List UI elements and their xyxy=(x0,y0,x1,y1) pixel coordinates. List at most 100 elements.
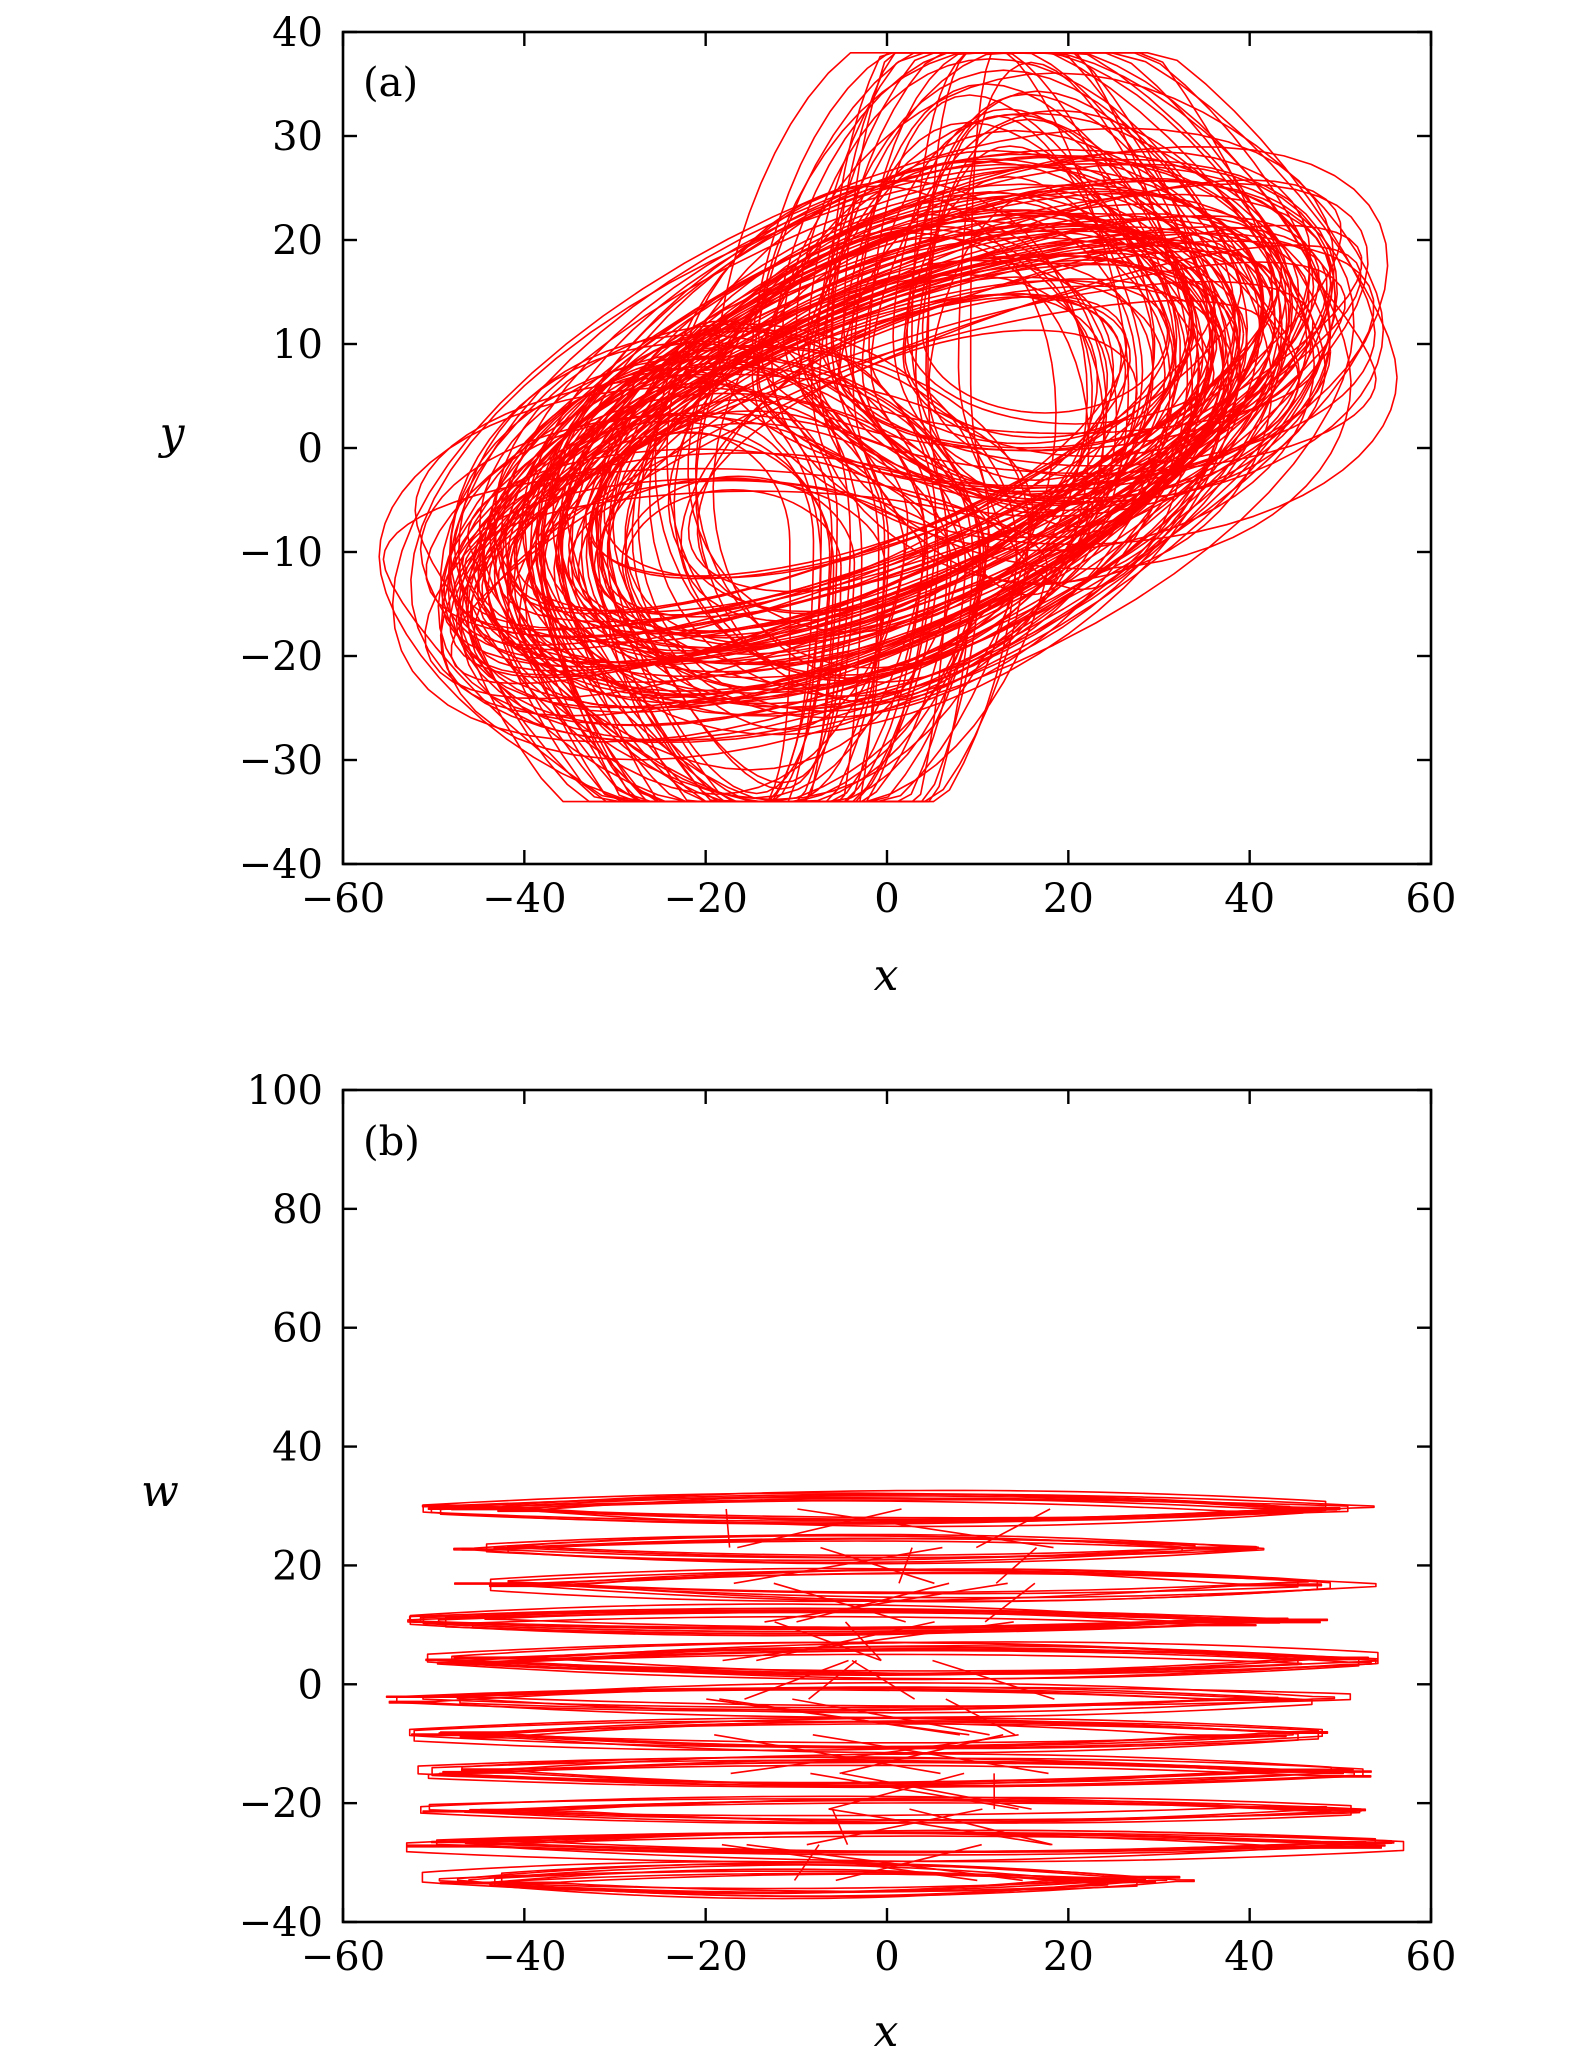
trajectory-loop xyxy=(807,52,1308,505)
trajectory-loop xyxy=(518,237,1276,699)
trajectory-loop xyxy=(568,225,1216,632)
trajectory-band xyxy=(437,1611,1321,1633)
x-tick-label-a: 20 xyxy=(1043,876,1094,922)
panel-label-b: (b) xyxy=(363,1119,420,1165)
trajectory-band xyxy=(489,1567,1323,1603)
trajectory-band xyxy=(388,1686,1313,1719)
trajectory-loop xyxy=(751,52,1312,452)
trajectory-band xyxy=(439,1717,1323,1749)
trajectory-loop xyxy=(437,146,1389,726)
trajectory-loop xyxy=(902,90,1281,458)
trajectory-loop xyxy=(457,180,1311,709)
trajectory-loop xyxy=(449,232,1333,639)
x-tick-label-a: −40 xyxy=(482,876,566,922)
x-tick-label-b: 60 xyxy=(1406,1934,1457,1980)
x-tick-label-a: 40 xyxy=(1224,876,1275,922)
trajectory-band xyxy=(430,1831,1393,1853)
trajectory-loop xyxy=(529,357,890,803)
trajectory-loop xyxy=(892,108,1178,481)
trajectory-connector xyxy=(851,1659,916,1700)
y-tick-label-a: −40 xyxy=(239,842,323,888)
trajectory-connector xyxy=(792,1698,990,1736)
trajectory-loop xyxy=(508,244,1242,615)
trajectory-loop xyxy=(687,228,1093,633)
trajectory-loop xyxy=(513,285,1218,613)
trajectory-connector xyxy=(828,1808,1052,1846)
trajectory-connector xyxy=(797,1508,1054,1549)
y-tick-label-b: 40 xyxy=(272,1425,323,1471)
trajectory-band xyxy=(420,1795,1367,1825)
trajectory-loop xyxy=(493,346,1018,803)
y-tick-label-a: 20 xyxy=(272,218,323,264)
trajectory-band xyxy=(438,1723,1294,1744)
trajectory-connector xyxy=(722,1621,1014,1662)
trajectory-band xyxy=(396,1687,1278,1712)
trajectory-connector xyxy=(820,1546,935,1585)
trajectory-loop xyxy=(818,52,1352,570)
trajectory-loop xyxy=(501,184,1263,678)
trajectory-loop xyxy=(852,52,1225,586)
trajectory-loop xyxy=(458,241,1274,630)
trajectory-band xyxy=(494,1870,1157,1894)
trajectory-loop xyxy=(555,254,1224,665)
trajectory-connector xyxy=(773,1582,906,1623)
trajectory-band xyxy=(477,1873,1138,1893)
trajectory-connector xyxy=(831,1808,849,1846)
x-tick-label-a: 0 xyxy=(874,876,899,922)
x-tick-label-b: −40 xyxy=(482,1934,566,1980)
trajectory-band xyxy=(469,1796,1352,1824)
x-tick-label-a: −20 xyxy=(663,876,747,922)
trajectory-loop xyxy=(717,52,1332,489)
x-tick-label-b: 0 xyxy=(874,1934,899,1980)
trajectory-loop xyxy=(382,467,1018,803)
trajectory-connector xyxy=(744,1659,849,1700)
trajectory-loop xyxy=(595,320,852,803)
trajectory-connector xyxy=(714,1734,941,1775)
attractor-traces-xy xyxy=(378,52,1398,803)
trajectory-loop xyxy=(378,386,987,803)
trajectory-loop xyxy=(493,323,990,803)
trajectory-band xyxy=(475,1835,1386,1856)
trajectory-band xyxy=(425,1648,1379,1672)
attractor-traces-xw xyxy=(385,1489,1405,1900)
trajectory-loop xyxy=(654,179,1089,679)
x-axis-label-a: x xyxy=(874,950,899,1001)
trajectory-connector xyxy=(806,1808,983,1846)
trajectory-loop xyxy=(825,52,1227,490)
trajectory-loop xyxy=(751,52,1398,546)
trajectory-band xyxy=(485,1534,1259,1562)
trajectory-loop xyxy=(838,191,1210,452)
trajectory-band xyxy=(427,1499,1349,1519)
y-tick-label-b: −20 xyxy=(239,1781,323,1827)
y-tick-label-a: 40 xyxy=(272,10,323,56)
trajectory-loop xyxy=(666,185,1057,682)
trajectory-loop xyxy=(603,293,1131,579)
trajectory-connector xyxy=(995,1547,1038,1584)
trajectory-band xyxy=(507,1569,1309,1593)
trajectory-loop xyxy=(464,490,1049,803)
trajectory-band xyxy=(448,1649,1377,1675)
x-tick-label-b: 40 xyxy=(1224,1934,1275,1980)
trajectory-loop xyxy=(488,366,926,803)
trajectory-band xyxy=(428,1798,1328,1817)
trajectory-connector xyxy=(756,1621,935,1662)
y-tick-label-b: 60 xyxy=(272,1306,323,1352)
trajectory-loop xyxy=(597,398,886,803)
trajectory-connector xyxy=(733,1546,943,1585)
trajectory-band xyxy=(408,1717,1329,1748)
trajectory-loop xyxy=(925,115,1144,514)
x-tick-label-a: 60 xyxy=(1406,876,1457,922)
y-axis-label-b: w xyxy=(141,1466,179,1517)
y-tick-label-b: 0 xyxy=(298,1662,323,1708)
trajectory-loop xyxy=(868,94,1176,445)
x-axis-label-b: x xyxy=(874,2006,899,2057)
trajectory-connector xyxy=(909,1808,1053,1846)
x-tick-label-a: −60 xyxy=(301,876,385,922)
x-tick-label-b: 20 xyxy=(1043,1934,1094,1980)
y-tick-label-a: −30 xyxy=(239,738,323,784)
trajectory-band xyxy=(447,1493,1375,1521)
trajectory-loop xyxy=(589,278,1195,580)
trajectory-loop xyxy=(450,244,1362,685)
